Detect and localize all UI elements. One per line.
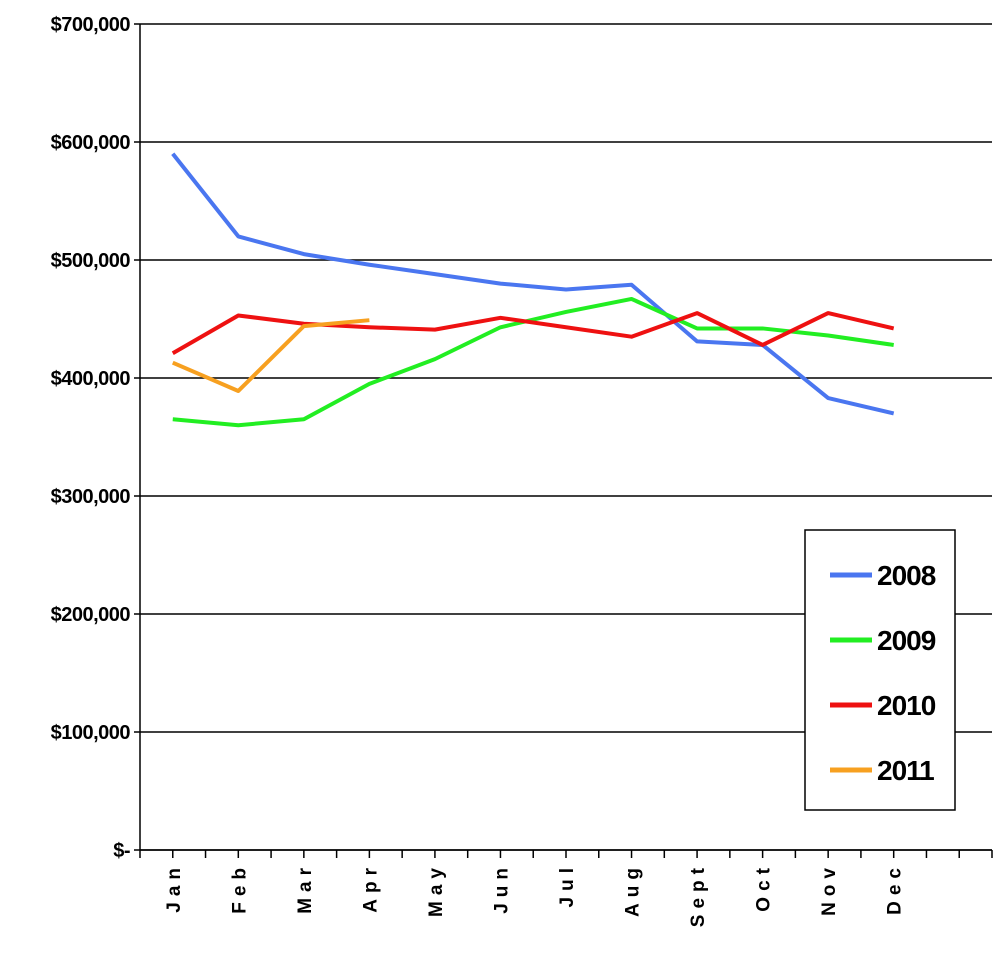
y-tick-label: $500,000 [51, 250, 131, 272]
legend-label: 2011 [877, 755, 934, 786]
x-tick-label: May [426, 862, 447, 917]
legend-label: 2009 [877, 625, 936, 656]
x-tick-label: Jun [491, 862, 512, 914]
y-tick-label: $300,000 [51, 486, 131, 508]
x-tick-label: Apr [360, 862, 381, 913]
x-tick-label: Sept [688, 862, 709, 927]
y-tick-label: $200,000 [51, 604, 131, 626]
series-line [172, 296, 894, 428]
x-tick-label: Feb [229, 862, 250, 914]
y-tick-label: $700,000 [51, 14, 131, 36]
series-line [171, 152, 895, 416]
legend-label: 2010 [877, 690, 936, 721]
legend-label: 2008 [877, 560, 936, 591]
series-line [171, 311, 895, 355]
y-tick-label: $100,000 [51, 722, 131, 744]
y-tick-label: $400,000 [51, 368, 131, 390]
series-line [171, 318, 370, 393]
y-tick-label: $- [113, 840, 130, 862]
x-tick-label: Jul [557, 862, 578, 907]
x-tick-label: Oct [754, 862, 775, 912]
x-tick-label: Dec [885, 862, 906, 915]
x-tick-label: Aug [623, 862, 644, 917]
x-tick-label: Mar [295, 862, 316, 914]
x-tick-label: Nov [819, 862, 840, 916]
y-tick-label: $600,000 [51, 132, 131, 154]
x-tick-label: Jan [164, 862, 185, 913]
